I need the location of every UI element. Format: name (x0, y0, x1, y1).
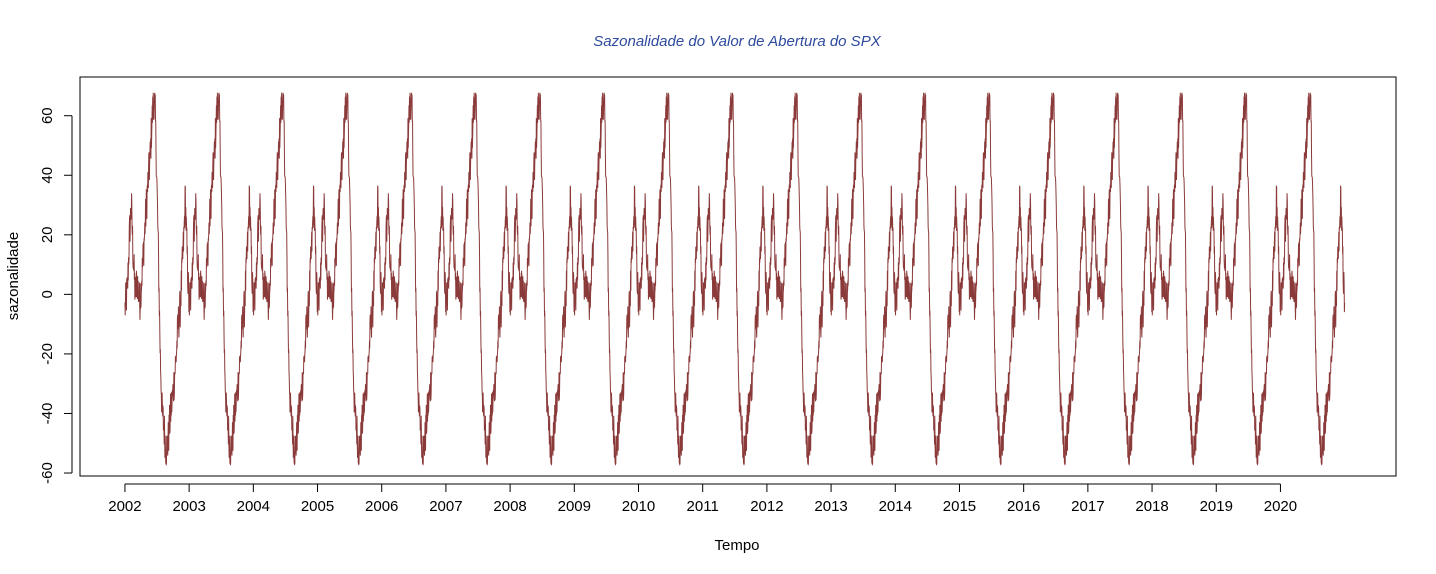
x-tick-label: 2009 (558, 498, 591, 515)
y-tick-label: 60 (39, 107, 56, 124)
y-tick-label: -60 (39, 462, 56, 484)
x-tick-label: 2019 (1200, 498, 1233, 515)
chart-title: Sazonalidade do Valor de Abertura do SPX (593, 33, 881, 50)
y-tick-label: -40 (39, 403, 56, 425)
x-tick-label: 2004 (237, 498, 270, 515)
x-tick-label: 2005 (301, 498, 334, 515)
x-tick-label: 2010 (622, 498, 655, 515)
x-tick-label: 2011 (687, 498, 719, 515)
x-axis: 2002 2003 2004 2005 2006 2007 2008 2009 2010 2011… (108, 483, 1297, 515)
x-tick-label: 2015 (943, 498, 976, 515)
y-tick-label: 40 (39, 167, 56, 184)
x-tick-label: 2017 (1071, 498, 1104, 515)
series-line (124, 92, 1346, 466)
x-tick-label: 2018 (1135, 498, 1168, 515)
x-tick-label: 2002 (108, 498, 141, 515)
x-tick-label: 2006 (365, 498, 398, 515)
x-tick-label: 2016 (1007, 498, 1040, 515)
x-tick-label: 2007 (429, 498, 462, 515)
x-tick-label: 2013 (814, 498, 847, 515)
y-tick-label: 0 (39, 290, 56, 298)
y-tick-label: -20 (39, 343, 56, 365)
x-tick-label: 2012 (750, 498, 783, 515)
x-tick-label: 2014 (879, 498, 912, 515)
y-axis-label: sazonalidade (5, 232, 22, 320)
x-tick-label: 2020 (1264, 498, 1297, 515)
plot-frame (79, 76, 1397, 477)
x-axis-label: Tempo (714, 537, 759, 554)
x-tick-label: 2008 (493, 498, 526, 515)
y-axis: -60 -40 -20 0 20 40 60 (39, 107, 73, 484)
series-sazonalidade (124, 92, 1346, 466)
x-tick-label: 2003 (172, 498, 205, 515)
y-tick-label: 20 (39, 226, 56, 243)
